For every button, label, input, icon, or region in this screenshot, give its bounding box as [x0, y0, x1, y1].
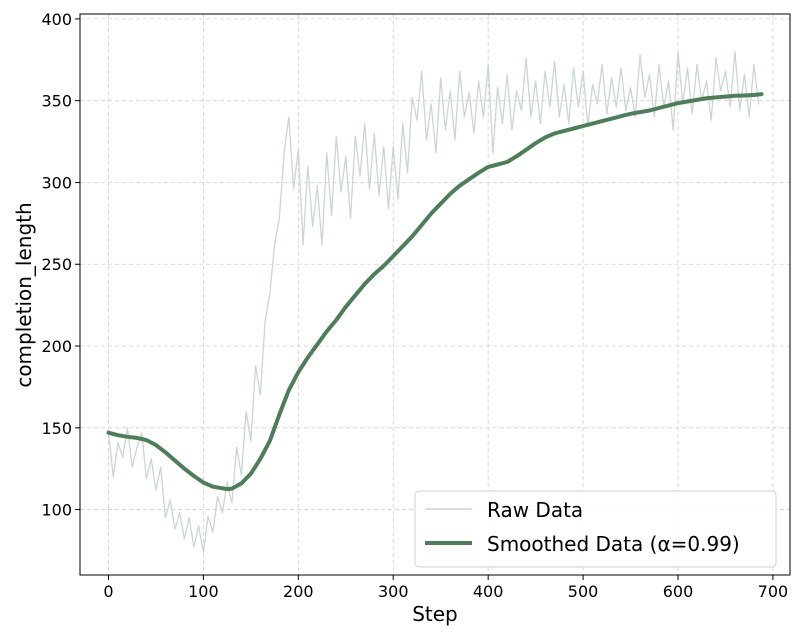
series-layer: [106, 50, 764, 553]
x-tick-label: 0: [103, 582, 113, 601]
x-tick-label: 100: [188, 582, 219, 601]
y-tick-label: 200: [41, 337, 72, 356]
legend-label-smoothed-data: Smoothed Data (α=0.99): [487, 532, 740, 556]
plot-area-frame: [79, 13, 791, 576]
x-tick-label: 400: [473, 582, 504, 601]
legend-box: [414, 490, 777, 568]
x-tick-label: 300: [378, 582, 409, 601]
axis-ticks: 0 100 200 300 400 500 600 700 100 150 200 250 300 350…: [41, 10, 788, 601]
y-tick-label: 350: [41, 92, 72, 111]
y-tick-label: 400: [41, 10, 72, 29]
legend: Raw Data Smoothed Data (α=0.99): [414, 490, 777, 568]
x-axis-title: Step: [412, 602, 458, 626]
x-tick-label: 700: [758, 582, 789, 601]
y-tick-label: 100: [41, 501, 72, 520]
smoothed-data-line: [106, 92, 764, 492]
raw-data-line: [107, 50, 760, 553]
y-axis-title: completion_length: [12, 202, 36, 387]
legend-label-raw-data: Raw Data: [487, 498, 583, 522]
y-tick-label: 250: [41, 255, 72, 274]
x-tick-label: 200: [283, 582, 314, 601]
x-tick-label: 500: [568, 582, 599, 601]
x-tick-label: 600: [663, 582, 694, 601]
y-tick-label: 150: [41, 419, 72, 438]
y-tick-label: 300: [41, 173, 72, 192]
